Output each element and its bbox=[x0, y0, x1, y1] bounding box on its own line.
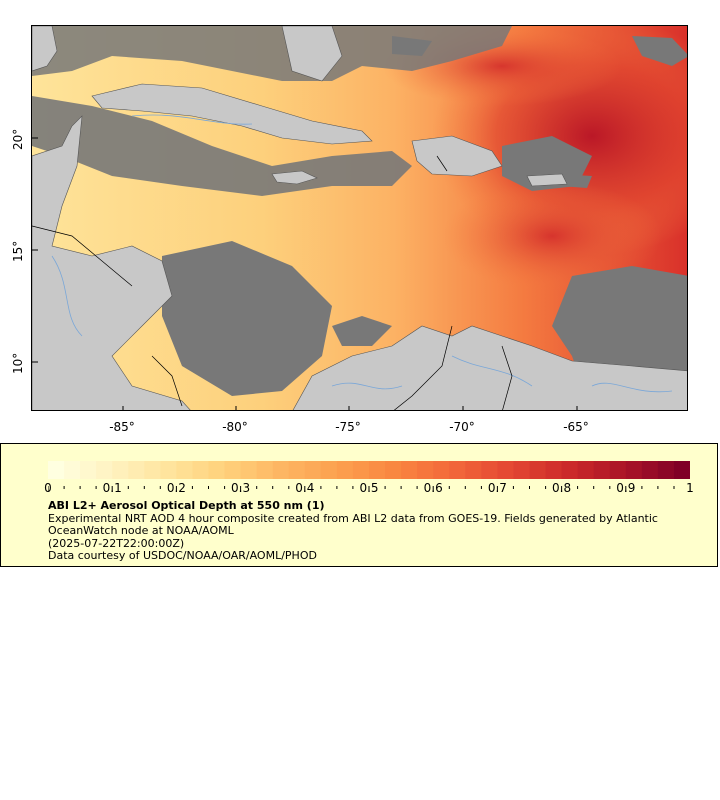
x-axis-tick-label: -65° bbox=[563, 420, 589, 434]
colorbar bbox=[48, 461, 691, 479]
colorbar-tick-label: 0.5 bbox=[359, 481, 379, 495]
x-axis-tick-label: -75° bbox=[335, 420, 361, 434]
colorbar-segment bbox=[192, 461, 210, 479]
colorbar-tick-label: 0 bbox=[44, 481, 52, 495]
colorbar-segment bbox=[673, 461, 691, 479]
axis-ticks bbox=[32, 137, 578, 410]
colorbar-segment bbox=[272, 461, 290, 479]
legend-description: Experimental NRT AOD 4 hour composite cr… bbox=[48, 512, 658, 537]
colorbar-segment bbox=[513, 461, 531, 479]
y-axis-tick-label: 10° bbox=[11, 352, 25, 374]
aod-map-graphic bbox=[32, 26, 687, 410]
borders bbox=[32, 155, 513, 410]
colorbar-segment bbox=[112, 461, 129, 479]
colorbar-segment bbox=[64, 461, 81, 479]
colorbar-segment bbox=[641, 461, 659, 479]
colorbar-ticks bbox=[47, 479, 691, 492]
colorbar-segment bbox=[304, 461, 322, 479]
x-axis-tick-label: -80° bbox=[222, 420, 248, 434]
colorbar-tick-label: 1 bbox=[686, 481, 694, 495]
colorbar-segment bbox=[336, 461, 354, 479]
colorbar-segment bbox=[561, 461, 579, 479]
colorbar-segment bbox=[369, 461, 386, 479]
land-masses bbox=[32, 26, 687, 410]
colorbar-segment bbox=[256, 461, 274, 479]
colorbar-segment bbox=[401, 461, 418, 479]
colorbar-segment bbox=[545, 461, 563, 479]
colorbar-tick-marks bbox=[47, 486, 691, 492]
colorbar-tick-label: 0.3 bbox=[231, 481, 251, 495]
colorbar-segment bbox=[128, 461, 145, 479]
colorbar-graphic bbox=[48, 461, 691, 479]
colorbar-tick-label: 0.7 bbox=[487, 481, 507, 495]
rivers bbox=[51, 114, 673, 393]
colorbar-segment bbox=[385, 461, 402, 479]
colorbar-tick-label: 0.8 bbox=[552, 481, 572, 495]
colorbar-tick-label: 0.1 bbox=[102, 481, 122, 495]
colorbar-segment bbox=[48, 461, 65, 479]
colorbar-segment bbox=[320, 461, 338, 479]
legend-title: ABI L2+ Aerosol Optical Depth at 550 nm … bbox=[48, 499, 325, 512]
y-axis-tick-label: 15° bbox=[11, 240, 25, 262]
legend-credit: Data courtesy of USDOC/NOAA/OAR/AOML/PHO… bbox=[48, 549, 317, 562]
colorbar-segment bbox=[208, 461, 226, 479]
legend-timestamp: (2025-07-22T22:00:00Z) bbox=[48, 537, 185, 550]
colorbar-segment bbox=[433, 461, 450, 479]
colorbar-segment bbox=[657, 461, 675, 479]
colorbar-tick-label: 0.6 bbox=[423, 481, 443, 495]
colorbar-segment bbox=[465, 461, 482, 479]
colorbar-segment bbox=[625, 461, 643, 479]
colorbar-segment bbox=[352, 461, 370, 479]
colorbar-segment bbox=[224, 461, 242, 479]
aerosol-hotspot bbox=[442, 181, 662, 291]
colorbar-segment bbox=[144, 461, 161, 479]
colorbar-tick-label: 0.4 bbox=[295, 481, 315, 495]
colorbar-segment bbox=[449, 461, 466, 479]
colorbar-segment bbox=[593, 461, 611, 479]
colorbar-segment bbox=[577, 461, 595, 479]
colorbar-segment bbox=[160, 461, 177, 479]
x-axis-tick-label: -70° bbox=[449, 420, 475, 434]
colorbar-segment bbox=[240, 461, 258, 479]
colorbar-segment bbox=[417, 461, 434, 479]
colorbar-segment bbox=[176, 461, 194, 479]
legend-panel: 0 0.1 0.2 0.3 0.4 0.5 0.6 0.7 0.8 0.9 1 ABI L2+ Ae… bbox=[0, 443, 718, 567]
colorbar-segment bbox=[288, 461, 306, 479]
colorbar-segment bbox=[609, 461, 627, 479]
y-axis-tick-label: 20° bbox=[11, 128, 25, 150]
x-axis-tick-label: -85° bbox=[109, 420, 135, 434]
colorbar-segment bbox=[96, 461, 113, 479]
colorbar-segment bbox=[529, 461, 547, 479]
colorbar-segment bbox=[497, 461, 515, 479]
colorbar-tick-label: 0.9 bbox=[616, 481, 636, 495]
colorbar-segment bbox=[80, 461, 97, 479]
colorbar-segment bbox=[481, 461, 498, 479]
colorbar-tick-label: 0.2 bbox=[166, 481, 186, 495]
aod-map bbox=[31, 25, 688, 411]
